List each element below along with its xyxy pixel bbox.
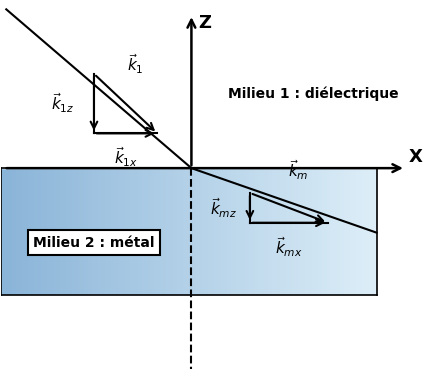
Text: $\vec{k}_{mz}$: $\vec{k}_{mz}$ <box>210 196 237 220</box>
Text: X: X <box>408 148 422 166</box>
Text: Z: Z <box>199 14 212 32</box>
Text: $\vec{k}_1$: $\vec{k}_1$ <box>127 53 144 76</box>
Text: Milieu 1 : diélectrique: Milieu 1 : diélectrique <box>228 87 399 101</box>
Text: $\vec{k}_{1x}$: $\vec{k}_{1x}$ <box>113 146 138 169</box>
Text: $\vec{k}_{1z}$: $\vec{k}_{1z}$ <box>51 92 74 116</box>
Text: Milieu 2 : métal: Milieu 2 : métal <box>33 236 155 250</box>
Text: $\vec{k}_{mx}$: $\vec{k}_{mx}$ <box>275 235 303 259</box>
Text: $\vec{k}_m$: $\vec{k}_m$ <box>288 159 309 182</box>
